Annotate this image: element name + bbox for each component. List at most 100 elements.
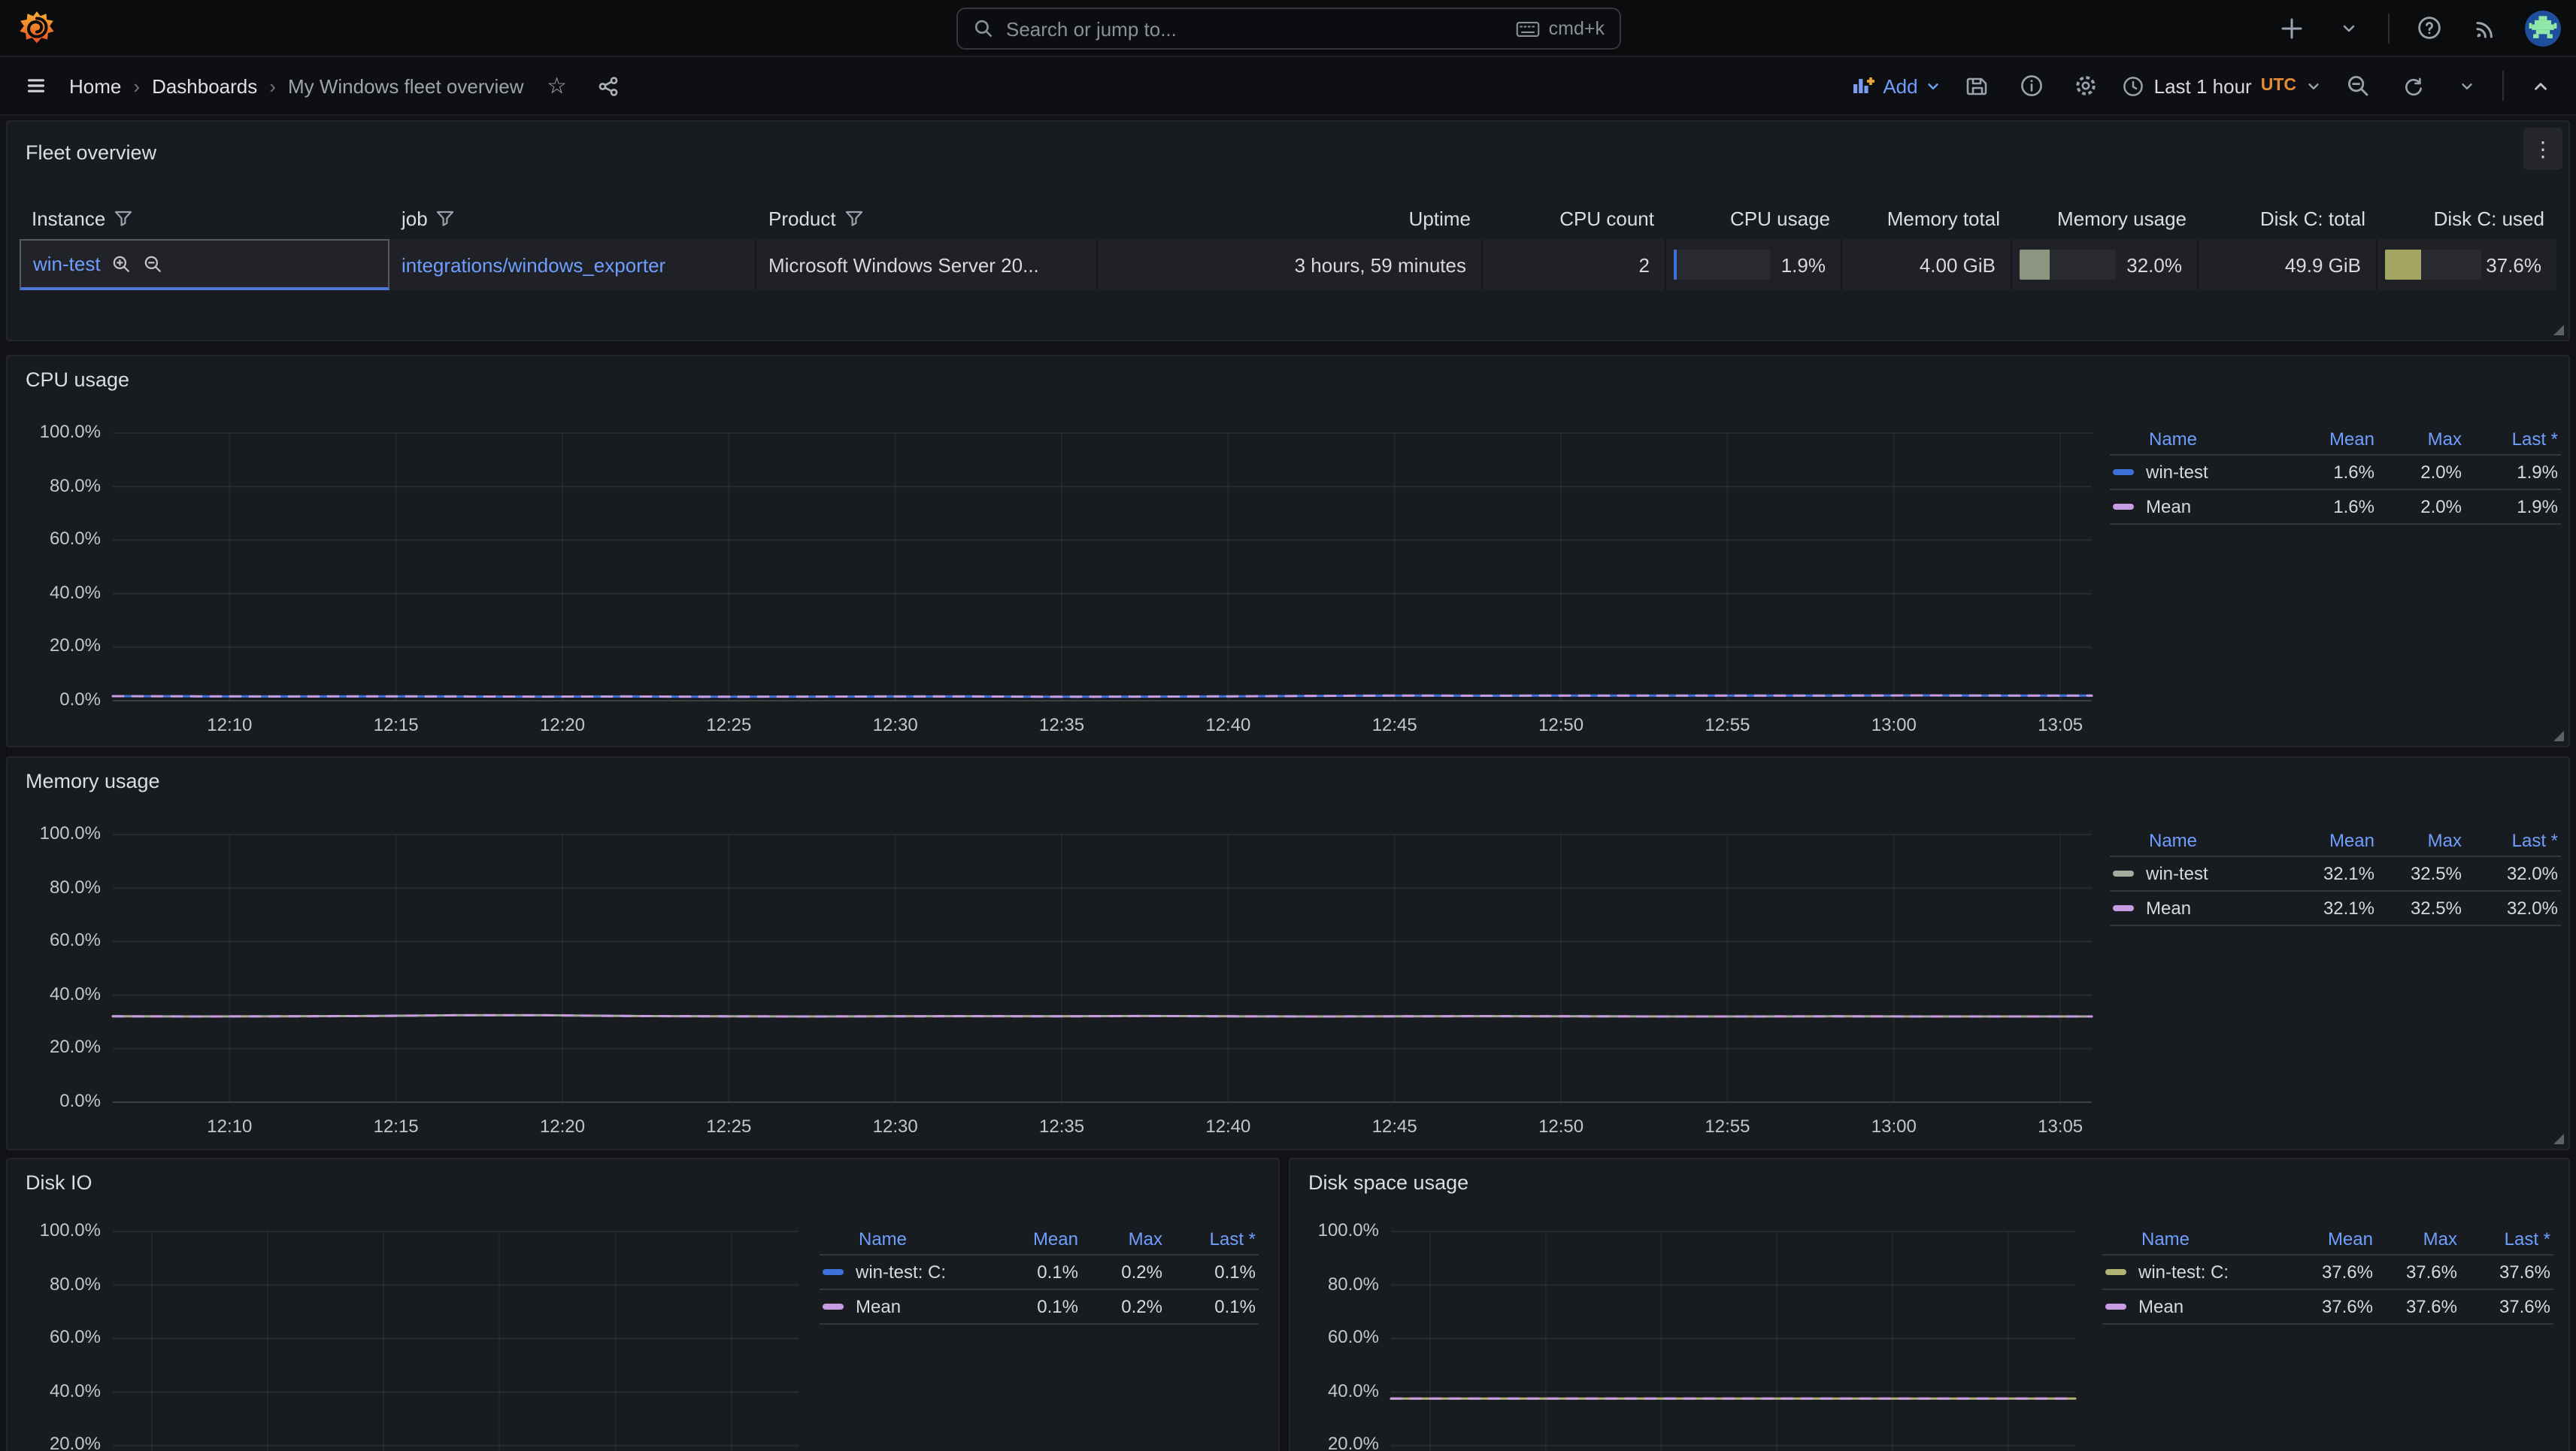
chart-plot-area[interactable]: [111, 834, 2093, 1103]
column-header-label: job: [402, 207, 428, 229]
breadcrumb-separator: ›: [133, 74, 141, 97]
new-plus-button[interactable]: [2274, 10, 2310, 46]
x-axis-tick-label: 12:50: [1538, 714, 1584, 735]
save-dashboard-icon[interactable]: [1960, 68, 1996, 104]
column-header-disk-c-used[interactable]: Disk C: used: [2377, 200, 2556, 236]
legend-series-name[interactable]: win-test: [2110, 462, 2281, 483]
panel-resize-handle[interactable]: [2553, 1134, 2564, 1144]
legend-header-name[interactable]: Name: [2149, 428, 2198, 449]
search-icon: [973, 18, 994, 39]
zoom-out-time-icon[interactable]: [2340, 68, 2376, 104]
legend-stat-value: 0.1%: [1214, 1262, 1256, 1283]
user-avatar[interactable]: [2525, 10, 2561, 46]
legend-header-max[interactable]: Max: [2427, 829, 2462, 850]
series-color-pill: [823, 1269, 844, 1275]
legend-header-max[interactable]: Max: [1128, 1228, 1162, 1249]
legend-header-mean[interactable]: Mean: [2329, 428, 2374, 449]
y-axis-tick-label: 40.0%: [1327, 1380, 1379, 1401]
search-input[interactable]: [1006, 17, 1504, 40]
panel-title[interactable]: Disk space usage: [1308, 1171, 1469, 1194]
filter-for-value-icon[interactable]: [111, 253, 132, 274]
legend-series-name[interactable]: win-test: C:: [820, 1262, 988, 1283]
x-axis-tick-label: 13:05: [2038, 1116, 2084, 1137]
column-header-product[interactable]: Product: [756, 200, 1098, 236]
new-chevron-down-icon[interactable]: [2331, 10, 2367, 46]
column-header-cpu-count[interactable]: CPU count: [1483, 200, 1666, 236]
column-header-job[interactable]: job: [389, 200, 756, 236]
panel-title[interactable]: Disk IO: [26, 1171, 92, 1194]
legend-header-last-[interactable]: Last *: [1209, 1228, 1256, 1249]
refresh-icon[interactable]: [2394, 68, 2430, 104]
legend-header-name[interactable]: Name: [2149, 829, 2198, 850]
series-color-pill: [823, 1304, 844, 1310]
help-icon[interactable]: [2411, 10, 2447, 46]
keyboard-icon: [1516, 21, 1539, 36]
add-button[interactable]: Add: [1851, 74, 1941, 98]
dashboard-insights-icon[interactable]: [2014, 68, 2050, 104]
job-link[interactable]: integrations/windows_exporter: [402, 253, 666, 276]
legend-header-max[interactable]: Max: [2427, 428, 2462, 449]
favorite-star-icon[interactable]: ☆: [547, 73, 567, 98]
share-icon[interactable]: [590, 68, 626, 104]
legend-stat-value: 37.6%: [2321, 1262, 2373, 1283]
legend-series-name[interactable]: win-test: C:: [2102, 1262, 2283, 1283]
legend-header-name[interactable]: Name: [2141, 1228, 2190, 1249]
chart-plot-area[interactable]: [1390, 1231, 2077, 1451]
column-header-instance[interactable]: Instance: [20, 200, 389, 236]
chart-plot-area[interactable]: [113, 1231, 799, 1451]
panel-title[interactable]: Fleet overview: [26, 141, 157, 164]
y-axis-tick-label: 60.0%: [49, 929, 101, 951]
chart-plot-area[interactable]: [111, 432, 2093, 701]
search-box[interactable]: cmd+k: [956, 8, 1621, 50]
panel-resize-handle[interactable]: [2553, 731, 2564, 741]
legend-series-name[interactable]: win-test: [2110, 863, 2281, 884]
dashboard-toolbar: Home › Dashboards › My Windows fleet ove…: [0, 57, 2576, 116]
column-header-label: Disk C: used: [2433, 207, 2544, 229]
column-header-memory-total[interactable]: Memory total: [1842, 200, 2012, 236]
column-header-cpu-usage[interactable]: CPU usage: [1666, 200, 1842, 236]
filter-icon[interactable]: [114, 210, 132, 226]
refresh-interval-chevron-icon[interactable]: [2448, 68, 2484, 104]
breadcrumb-home[interactable]: Home: [69, 74, 122, 97]
dashboard-settings-gear-icon[interactable]: [2068, 68, 2105, 104]
filter-out-value-icon[interactable]: [143, 253, 164, 274]
menu-hamburger-icon[interactable]: [18, 68, 54, 104]
column-header-label: Uptime: [1408, 207, 1471, 229]
chart-legend: Name Mean Max Last * win-test: C: 37.6% 37.6% 3…: [2102, 1222, 2553, 1325]
cell-cpu-count: 2: [1483, 239, 1666, 290]
legend-header-name[interactable]: Name: [859, 1228, 908, 1249]
panel-resize-handle[interactable]: [2553, 325, 2564, 335]
legend-header-max[interactable]: Max: [2423, 1228, 2457, 1249]
legend-header-last-[interactable]: Last *: [2511, 829, 2558, 850]
news-rss-icon[interactable]: [2468, 10, 2504, 46]
panel-title[interactable]: Memory usage: [26, 770, 160, 792]
collapse-caret-up-icon[interactable]: [2522, 68, 2558, 104]
grafana-logo[interactable]: [18, 9, 56, 47]
column-header-disk-c-total[interactable]: Disk C: total: [2199, 200, 2377, 236]
legend-series-name[interactable]: Mean: [2102, 1296, 2283, 1317]
legend-header-mean[interactable]: Mean: [1032, 1228, 1078, 1249]
breadcrumb-dashboards[interactable]: Dashboards: [152, 74, 258, 97]
filter-icon[interactable]: [845, 210, 863, 226]
x-axis-tick-label: 13:05: [2038, 714, 2084, 735]
legend-header-last-[interactable]: Last *: [2504, 1228, 2550, 1249]
column-header-uptime[interactable]: Uptime: [1098, 200, 1483, 236]
legend-stat-value: 32.1%: [2323, 898, 2374, 919]
legend-header-mean[interactable]: Mean: [2327, 1228, 2373, 1249]
legend-stat-value: 2.0%: [2420, 462, 2462, 483]
time-range-picker[interactable]: Last 1 hour UTC: [2123, 74, 2322, 97]
legend-stat-value: 32.5%: [2410, 898, 2462, 919]
legend-series-name[interactable]: Mean: [820, 1296, 988, 1317]
panel-menu-icon[interactable]: ⋮: [2523, 128, 2562, 170]
legend-header-mean[interactable]: Mean: [2329, 829, 2374, 850]
legend-header-last-[interactable]: Last *: [2511, 428, 2558, 449]
panel-title[interactable]: CPU usage: [26, 368, 130, 391]
legend-series-name[interactable]: Mean: [2110, 496, 2281, 517]
column-header-memory-usage[interactable]: Memory usage: [2012, 200, 2199, 236]
legend-series-name[interactable]: Mean: [2110, 898, 2281, 919]
x-axis-tick-label: 12:20: [539, 714, 585, 735]
instance-link[interactable]: win-test: [33, 253, 101, 275]
filter-icon[interactable]: [437, 210, 455, 226]
column-header-label: Memory total: [1887, 207, 2000, 229]
memory-usage-panel: Memory usage 0.0% 20.0% 40.0% 60.0% 80.0% 100…: [6, 756, 2570, 1150]
